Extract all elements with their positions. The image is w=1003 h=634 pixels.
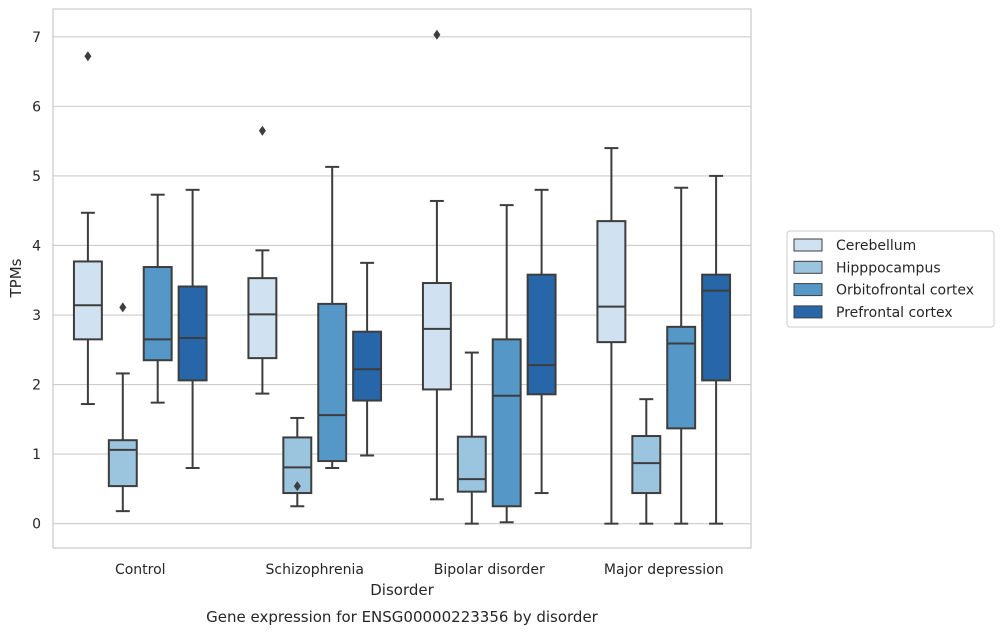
y-tick-label-1: 1 <box>32 447 41 463</box>
y-axis-label: TPMs <box>7 258 25 298</box>
legend-entry-orbitofrontal-cortex: Orbitofrontal cortex <box>793 283 974 299</box>
box-bipolar-disorder-hipppocampus <box>456 351 487 525</box>
x-tick-label-bipolar-disorder: Bipolar disorder <box>434 562 545 578</box>
box-body <box>491 338 522 508</box>
x-axis-label: Disorder <box>370 581 434 599</box>
box-schizophrenia-hipppocampus <box>282 416 313 508</box>
box-body <box>352 330 383 402</box>
y-tick-label-3: 3 <box>32 308 41 324</box>
outlier-point <box>293 481 301 492</box>
box-body <box>701 273 732 382</box>
x-tick-label-schizophrenia: Schizophrenia <box>266 562 364 578</box>
box-bipolar-disorder-prefrontal-cortex <box>526 188 557 495</box>
legend-label: Prefrontal cortex <box>836 305 953 321</box>
legend-label: Hipppocampus <box>836 260 941 276</box>
outlier-point <box>119 302 127 313</box>
box-major-depression-cerebellum <box>596 147 627 525</box>
box-body <box>317 302 348 463</box>
box-groups <box>72 29 732 525</box>
box-bipolar-disorder-orbitofrontal-cortex <box>491 204 522 524</box>
box-bipolar-disorder-cerebellum <box>421 29 452 501</box>
box-major-depression-prefrontal-cortex <box>701 174 732 525</box>
legend-swatch <box>793 283 823 297</box>
y-tick-label-7: 7 <box>32 30 41 46</box>
y-tick-label-2: 2 <box>32 378 41 394</box>
y-tick-label-6: 6 <box>32 99 41 115</box>
x-tick-label-control: Control <box>115 562 166 578</box>
box-control-hipppocampus <box>107 302 138 513</box>
box-body <box>142 266 173 362</box>
box-body <box>107 439 138 488</box>
plot-frame <box>52 8 752 549</box>
legend-entry-hipppocampus: Hipppocampus <box>793 260 941 276</box>
y-axis-ticks: 0 1 2 3 4 5 6 7 <box>32 30 41 533</box>
box-control-cerebellum <box>72 51 103 406</box>
y-tick-label-4: 4 <box>32 238 41 254</box>
box-body <box>421 282 452 391</box>
box-schizophrenia-prefrontal-cortex <box>352 261 383 457</box>
y-tick-label-0: 0 <box>32 517 41 533</box>
box-schizophrenia-orbitofrontal-cortex <box>317 165 348 470</box>
legend-entry-cerebellum: Cerebellum <box>793 238 916 254</box>
box-body <box>596 220 627 344</box>
y-tick-label-5: 5 <box>32 169 41 185</box>
chart-title: Gene expression for ENSG00000223356 by d… <box>206 608 599 626</box>
legend-label: Orbitofrontal cortex <box>836 283 974 299</box>
box-body <box>631 435 662 495</box>
box-body <box>666 325 697 430</box>
outlier-point <box>258 125 266 136</box>
outlier-point <box>433 29 441 40</box>
box-schizophrenia-cerebellum <box>247 125 278 395</box>
x-axis-ticks: Control Schizophrenia Bipolar disorder Majo… <box>115 562 724 578</box>
box-control-orbitofrontal-cortex <box>142 193 173 404</box>
legend-swatch <box>793 238 823 252</box>
box-body <box>456 435 487 493</box>
legend-frame <box>786 230 995 328</box>
box-body <box>247 277 278 360</box>
outlier-point <box>84 51 92 62</box>
legend-entry-prefrontal-cortex: Prefrontal cortex <box>793 305 953 321</box>
box-body <box>72 260 103 341</box>
box-control-prefrontal-cortex <box>177 188 208 470</box>
legend-swatch <box>793 260 823 274</box>
x-tick-label-major-depression: Major depression <box>604 562 724 578</box>
box-major-depression-orbitofrontal-cortex <box>666 186 697 525</box>
legend-label: Cerebellum <box>836 238 916 254</box>
legend: Cerebellum Hipppocampus Orbitofrontal cort… <box>786 230 995 328</box>
box-body <box>177 285 208 382</box>
box-body <box>526 273 557 396</box>
legend-swatch <box>793 305 823 319</box>
box-major-depression-hipppocampus <box>631 398 662 525</box>
